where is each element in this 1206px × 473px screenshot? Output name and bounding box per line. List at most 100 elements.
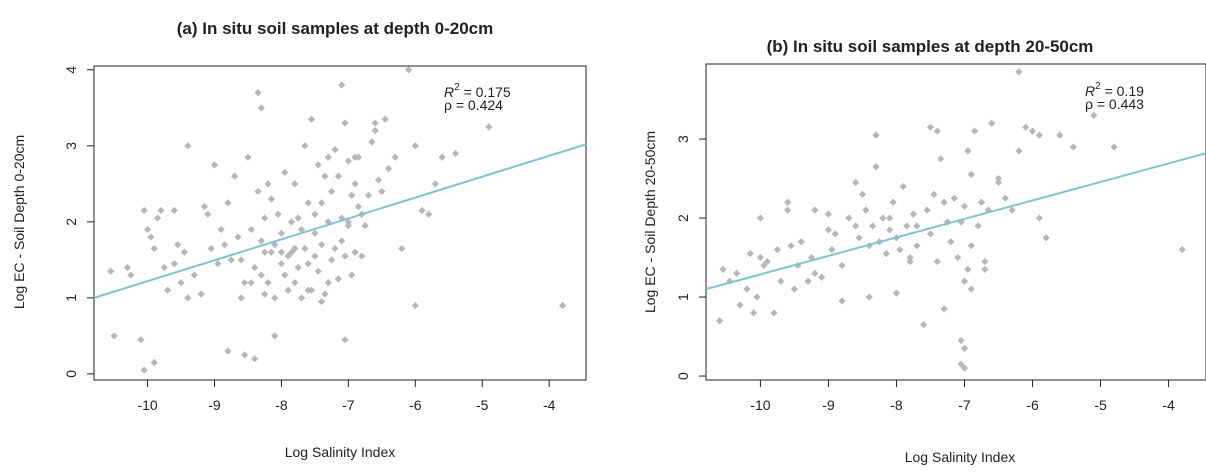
data-point bbox=[485, 123, 493, 131]
x-tick-label: -4 bbox=[1162, 397, 1175, 413]
data-point bbox=[338, 237, 346, 245]
data-point bbox=[321, 172, 329, 180]
data-point bbox=[348, 191, 356, 199]
data-point bbox=[994, 174, 1003, 183]
data-point bbox=[977, 198, 986, 206]
panel-a-x-axis-label: Log Salinity Index bbox=[285, 444, 396, 460]
panel-a-stats: R2 = 0.175 ρ = 0.424 bbox=[444, 82, 511, 113]
data-point bbox=[1015, 68, 1023, 76]
data-point bbox=[889, 198, 897, 206]
data-point bbox=[960, 344, 969, 352]
data-point bbox=[926, 123, 935, 131]
data-point bbox=[852, 222, 860, 230]
data-point bbox=[150, 244, 158, 253]
data-point bbox=[872, 131, 880, 139]
x-tick-label: -5 bbox=[1094, 397, 1107, 413]
data-point bbox=[247, 279, 255, 287]
panel-a-x-axis: -10 -9 -8 -7 -6 -5 -4 bbox=[137, 380, 556, 413]
data-point bbox=[425, 210, 433, 218]
data-point bbox=[845, 214, 853, 222]
data-point bbox=[224, 347, 232, 355]
panel-a-rho-annotation: ρ = 0.424 bbox=[444, 97, 503, 113]
data-point bbox=[374, 176, 383, 184]
y-tick-label: 3 bbox=[675, 135, 691, 143]
data-point bbox=[770, 309, 778, 317]
data-point bbox=[967, 285, 975, 293]
data-point bbox=[328, 187, 336, 196]
data-point bbox=[431, 180, 439, 188]
panel-a-r2-exponent: 2 bbox=[454, 82, 460, 93]
panel-b: (b) In situ soil samples at depth 20-50c… bbox=[642, 37, 1206, 465]
x-tick-label: -10 bbox=[750, 397, 770, 413]
data-point bbox=[284, 286, 292, 294]
data-point bbox=[137, 336, 145, 344]
data-point bbox=[933, 127, 941, 135]
data-point bbox=[220, 241, 229, 249]
data-point bbox=[143, 225, 152, 234]
data-point bbox=[381, 115, 389, 123]
y-tick-label: 0 bbox=[63, 370, 79, 378]
data-point bbox=[872, 163, 880, 171]
data-point bbox=[180, 248, 188, 256]
data-point bbox=[368, 138, 376, 146]
data-point bbox=[281, 271, 289, 279]
data-point bbox=[170, 206, 178, 215]
data-point bbox=[954, 253, 962, 262]
data-point bbox=[1056, 131, 1064, 139]
data-point bbox=[304, 199, 312, 207]
data-point bbox=[170, 260, 178, 268]
data-point bbox=[384, 165, 393, 173]
data-point bbox=[828, 246, 836, 254]
data-point bbox=[777, 277, 785, 285]
data-point bbox=[1035, 214, 1043, 222]
panel-b-regression-line bbox=[705, 152, 1206, 291]
data-point bbox=[988, 119, 996, 127]
x-tick-label: -4 bbox=[543, 397, 556, 413]
data-point bbox=[207, 244, 215, 253]
data-point bbox=[204, 210, 212, 218]
data-point bbox=[797, 238, 805, 246]
data-point bbox=[297, 225, 306, 234]
data-point bbox=[304, 260, 312, 268]
data-point bbox=[906, 257, 914, 266]
data-point bbox=[334, 172, 342, 180]
panel-b-stats: R2 = 0.19 ρ = 0.443 bbox=[1085, 81, 1144, 112]
panel-b-y-axis-label: Log EC - Soil Depth 20-50cm bbox=[642, 131, 658, 313]
panel-b-r2-annotation: R2 = 0.19 bbox=[1085, 81, 1144, 99]
data-point bbox=[920, 321, 928, 329]
panel-a-r2-value: = 0.175 bbox=[460, 84, 511, 100]
data-point bbox=[153, 214, 162, 222]
data-point bbox=[277, 229, 286, 237]
data-point bbox=[940, 305, 948, 313]
data-point bbox=[127, 271, 135, 279]
data-point bbox=[344, 157, 352, 165]
data-point bbox=[1090, 111, 1098, 119]
data-point bbox=[838, 261, 846, 270]
data-point bbox=[950, 194, 958, 202]
data-point bbox=[882, 250, 890, 258]
data-point bbox=[284, 252, 292, 260]
data-point bbox=[147, 233, 155, 241]
y-tick-label: 4 bbox=[63, 66, 79, 74]
data-point bbox=[1028, 127, 1037, 135]
data-point bbox=[960, 202, 969, 210]
data-point bbox=[981, 265, 989, 273]
data-point bbox=[224, 199, 232, 207]
data-point bbox=[1001, 194, 1009, 202]
data-point bbox=[297, 294, 306, 302]
data-point bbox=[967, 242, 975, 250]
data-point bbox=[964, 265, 972, 273]
data-point bbox=[264, 180, 272, 188]
x-tick-label: -5 bbox=[476, 397, 489, 413]
data-point bbox=[164, 286, 172, 294]
data-point bbox=[940, 198, 948, 206]
data-point bbox=[271, 332, 279, 340]
data-point bbox=[150, 358, 158, 367]
panel-a-r2-symbol: R bbox=[444, 84, 454, 100]
data-point bbox=[277, 248, 286, 256]
data-point bbox=[331, 146, 339, 154]
data-point bbox=[261, 290, 269, 298]
data-point bbox=[237, 256, 245, 264]
x-tick-label: -7 bbox=[342, 397, 355, 413]
data-point bbox=[304, 286, 312, 294]
